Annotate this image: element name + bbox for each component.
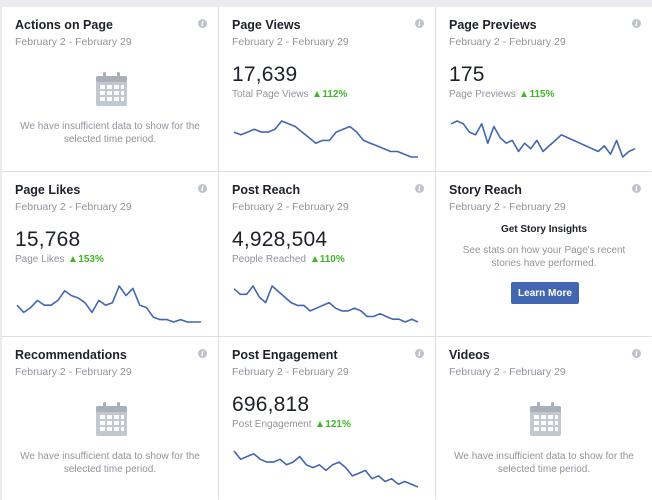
card-date-range: February 2 - February 29 <box>15 36 132 48</box>
card-date-range: February 2 - February 29 <box>232 36 349 48</box>
card-title: Videos <box>449 348 490 362</box>
metric-change-value: 115% <box>529 89 555 100</box>
card-title: Story Reach <box>449 183 522 197</box>
info-icon[interactable]: i <box>632 184 641 193</box>
info-icon[interactable]: i <box>415 19 424 28</box>
card-recommendations[interactable]: Recommendations February 2 - February 29… <box>2 337 218 500</box>
metric-label: People Reached <box>232 254 306 265</box>
story-insights-description: See stats on how your Page's recent stor… <box>462 245 626 269</box>
card-title: Actions on Page <box>15 18 113 32</box>
metric-row: Page Likes 153% <box>15 254 104 265</box>
card-page-likes[interactable]: Page Likes February 2 - February 29 i 15… <box>2 172 218 336</box>
sparkline <box>233 120 418 158</box>
card-title: Page Likes <box>15 183 81 197</box>
card-date-range: February 2 - February 29 <box>232 201 349 213</box>
calendar-icon <box>530 402 561 436</box>
info-icon[interactable]: i <box>415 349 424 358</box>
story-insights-heading: Get Story Insights <box>500 224 588 235</box>
card-date-range: February 2 - February 29 <box>449 366 566 378</box>
metric-change-value: 153% <box>78 254 104 265</box>
insufficient-data-message: We have insufficient data to show for th… <box>20 451 200 475</box>
triangle-up-icon <box>317 421 324 427</box>
card-title: Recommendations <box>15 348 127 362</box>
metric-value: 175 <box>449 63 485 86</box>
insufficient-data-message: We have insufficient data to show for th… <box>454 451 634 475</box>
info-icon[interactable]: i <box>632 19 641 28</box>
sparkline <box>450 120 636 158</box>
metric-value: 4,928,504 <box>232 228 328 251</box>
sparkline-series <box>16 285 201 323</box>
calendar-icon <box>96 402 127 436</box>
metric-change-value: 112% <box>322 89 348 100</box>
metric-row: People Reached 110% <box>232 254 345 265</box>
metric-value: 696,818 <box>232 393 310 416</box>
metric-row: Post Engagement 121% <box>232 419 351 430</box>
sparkline-series <box>233 450 419 488</box>
sparkline <box>233 450 419 488</box>
card-date-range: February 2 - February 29 <box>15 366 132 378</box>
metric-value: 17,639 <box>232 63 298 86</box>
triangle-up-icon <box>521 91 528 97</box>
metric-row: Total Page Views 112% <box>232 89 347 100</box>
card-title: Post Engagement <box>232 348 338 362</box>
info-icon[interactable]: i <box>415 184 424 193</box>
card-story-reach[interactable]: Story Reach February 2 - February 29 i G… <box>436 172 652 336</box>
card-actions-on-page[interactable]: Actions on Page February 2 - February 29… <box>2 7 218 171</box>
card-title: Post Reach <box>232 183 301 197</box>
metric-label: Page Previews <box>449 89 516 100</box>
info-icon[interactable]: i <box>198 19 207 28</box>
triangle-up-icon <box>70 256 77 262</box>
metric-label: Total Page Views <box>232 89 309 100</box>
metric-change: 121% <box>317 419 351 430</box>
metric-change-value: 121% <box>325 419 351 430</box>
metric-row: Page Previews 115% <box>449 89 555 100</box>
card-post-engagement[interactable]: Post Engagement February 2 - February 29… <box>219 337 435 500</box>
learn-more-button[interactable]: Learn More <box>511 282 579 304</box>
metric-change: 153% <box>70 254 104 265</box>
info-icon[interactable]: i <box>198 184 207 193</box>
sparkline-series <box>233 285 419 323</box>
info-icon[interactable]: i <box>632 349 641 358</box>
card-date-range: February 2 - February 29 <box>449 36 566 48</box>
metric-value: 15,768 <box>15 228 81 251</box>
calendar-icon <box>96 72 127 106</box>
metric-label: Page Likes <box>15 254 65 265</box>
triangle-up-icon <box>314 91 321 97</box>
card-title: Page Previews <box>449 18 537 32</box>
metric-change-value: 110% <box>319 254 345 265</box>
card-videos[interactable]: Videos February 2 - February 29 i We hav… <box>436 337 652 500</box>
card-page-previews[interactable]: Page Previews February 2 - February 29 i… <box>436 7 652 171</box>
info-icon[interactable]: i <box>198 349 207 358</box>
metric-change: 115% <box>521 89 555 100</box>
sparkline <box>16 285 201 323</box>
sparkline <box>233 285 419 323</box>
card-page-views[interactable]: Page Views February 2 - February 29 i 17… <box>219 7 435 171</box>
card-date-range: February 2 - February 29 <box>15 201 132 213</box>
sparkline-series <box>233 120 418 158</box>
card-date-range: February 2 - February 29 <box>449 201 566 213</box>
triangle-up-icon <box>311 256 318 262</box>
card-post-reach[interactable]: Post Reach February 2 - February 29 i 4,… <box>219 172 435 336</box>
metric-label: Post Engagement <box>232 419 312 430</box>
card-date-range: February 2 - February 29 <box>232 366 349 378</box>
sparkline-series <box>450 120 636 158</box>
metric-change: 110% <box>311 254 345 265</box>
card-title: Page Views <box>232 18 301 32</box>
insights-grid: Actions on Page February 2 - February 29… <box>2 7 652 500</box>
insufficient-data-message: We have insufficient data to show for th… <box>20 121 200 145</box>
metric-change: 112% <box>314 89 347 100</box>
